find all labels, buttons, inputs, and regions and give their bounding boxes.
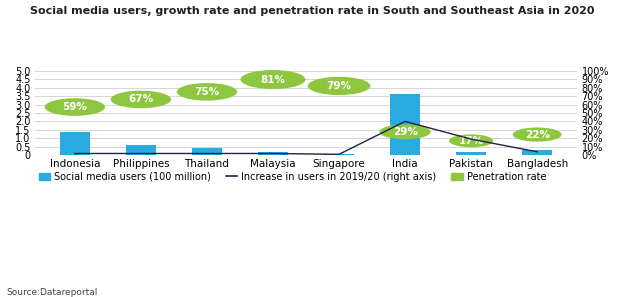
Text: 22%: 22% — [525, 129, 550, 140]
Ellipse shape — [177, 83, 237, 101]
Bar — [390, 94, 420, 155]
Text: Source:Datareportal: Source:Datareportal — [6, 288, 97, 297]
Ellipse shape — [379, 124, 431, 139]
Ellipse shape — [110, 91, 171, 108]
Text: 75%: 75% — [194, 87, 220, 97]
Ellipse shape — [240, 70, 306, 89]
Text: Social media users, growth rate and penetration rate in South and Southeast Asia: Social media users, growth rate and pene… — [30, 6, 594, 16]
Text: 29%: 29% — [392, 127, 417, 137]
Bar — [324, 154, 354, 155]
Ellipse shape — [449, 135, 493, 147]
Text: 81%: 81% — [260, 75, 285, 85]
Text: 67%: 67% — [129, 94, 154, 105]
Bar — [126, 145, 156, 155]
Bar — [522, 150, 552, 155]
Text: 17%: 17% — [459, 136, 484, 146]
Bar — [258, 152, 288, 155]
Bar — [192, 148, 222, 155]
Ellipse shape — [308, 77, 371, 95]
Text: 79%: 79% — [326, 81, 351, 91]
Ellipse shape — [45, 98, 105, 116]
Bar — [60, 132, 90, 155]
Legend: Social media users (100 million), Increase in users in 2019/20 (right axis), Pen: Social media users (100 million), Increa… — [35, 168, 550, 186]
Text: 59%: 59% — [62, 102, 87, 112]
Ellipse shape — [513, 127, 562, 142]
Bar — [456, 152, 486, 155]
